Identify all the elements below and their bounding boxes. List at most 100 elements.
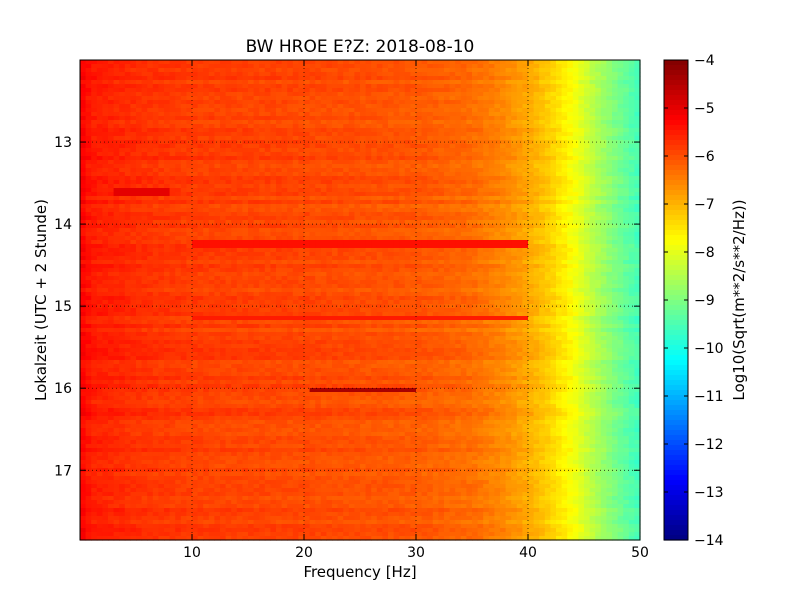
- heatmap-cell: [136, 228, 143, 233]
- heatmap-cell: [578, 148, 585, 153]
- heatmap-cell: [175, 256, 182, 261]
- heatmap-cell: [315, 144, 322, 149]
- heatmap-cell: [214, 128, 221, 133]
- heatmap-cell: [298, 96, 305, 101]
- heatmap-cell: [544, 136, 551, 141]
- heatmap-cell: [136, 200, 143, 205]
- heatmap-cell: [197, 208, 204, 213]
- heatmap-cell: [572, 172, 579, 177]
- heatmap-cell: [444, 100, 451, 105]
- heatmap-cell: [180, 156, 187, 161]
- heatmap-cell: [208, 232, 215, 237]
- heatmap-cell: [348, 160, 355, 165]
- heatmap-cell: [147, 228, 154, 233]
- heatmap-cell: [298, 128, 305, 133]
- heatmap-cell: [242, 184, 249, 189]
- heatmap-cell: [136, 204, 143, 209]
- heatmap-cell: [399, 132, 406, 137]
- heatmap-cell: [399, 176, 406, 181]
- heatmap-cell: [119, 76, 126, 81]
- heatmap-cell: [281, 192, 288, 197]
- heatmap-cell: [612, 112, 619, 117]
- heatmap-cell: [421, 216, 428, 221]
- heatmap-cell: [561, 156, 568, 161]
- heatmap-cell: [141, 100, 148, 105]
- heatmap-cell: [169, 84, 176, 89]
- heatmap-cell: [113, 192, 120, 197]
- heatmap-cell: [130, 96, 137, 101]
- heatmap-cell: [326, 256, 333, 261]
- heatmap-cell: [382, 108, 389, 113]
- heatmap-cell: [494, 220, 501, 225]
- heatmap-cell: [360, 68, 367, 73]
- heatmap-area: [80, 60, 641, 541]
- heatmap-cell: [483, 244, 490, 249]
- heatmap-cell: [270, 208, 277, 213]
- heatmap-cell: [589, 124, 596, 129]
- heatmap-cell: [304, 144, 311, 149]
- heatmap-cell: [600, 144, 607, 149]
- heatmap-cell: [315, 188, 322, 193]
- heatmap-cell: [343, 148, 350, 153]
- heatmap-cell: [348, 192, 355, 197]
- heatmap-cell: [628, 196, 635, 201]
- heatmap-cell: [85, 256, 92, 261]
- heatmap-cell: [483, 164, 490, 169]
- heatmap-cell: [483, 156, 490, 161]
- heatmap-cell: [96, 88, 103, 93]
- heatmap-cell: [617, 72, 624, 77]
- heatmap-cell: [606, 236, 613, 241]
- heatmap-cell: [427, 100, 434, 105]
- heatmap-cell: [130, 224, 137, 229]
- heatmap-cell: [494, 244, 501, 249]
- heatmap-cell: [337, 248, 344, 253]
- heatmap-cell: [522, 152, 529, 157]
- heatmap-cell: [360, 156, 367, 161]
- heatmap-cell: [460, 100, 467, 105]
- heatmap-cell: [522, 156, 529, 161]
- heatmap-cell: [388, 212, 395, 217]
- heatmap-cell: [287, 88, 294, 93]
- heatmap-cell: [270, 120, 277, 125]
- heatmap-cell: [522, 160, 529, 165]
- heatmap-cell: [337, 76, 344, 81]
- heatmap-cell: [113, 72, 120, 77]
- heatmap-cell: [315, 196, 322, 201]
- heatmap-cell: [483, 72, 490, 77]
- heatmap-cell: [572, 124, 579, 129]
- heatmap-cell: [203, 172, 210, 177]
- heatmap-cell: [169, 204, 176, 209]
- heatmap-cell: [152, 160, 159, 165]
- heatmap-cell: [281, 92, 288, 97]
- heatmap-cell: [270, 256, 277, 261]
- heatmap-cell: [169, 196, 176, 201]
- heatmap-cell: [141, 248, 148, 253]
- heatmap-cell: [617, 164, 624, 169]
- heatmap-cell: [253, 196, 260, 201]
- heatmap-cell: [85, 160, 92, 165]
- heatmap-cell: [634, 108, 641, 113]
- heatmap-cell: [276, 72, 283, 77]
- heatmap-cell: [595, 188, 602, 193]
- heatmap-cell: [231, 244, 238, 249]
- heatmap-cell: [533, 244, 540, 249]
- heatmap-cell: [544, 128, 551, 133]
- heatmap-cell: [567, 68, 574, 73]
- chart-title: BW HROE E?Z: 2018-08-10: [246, 37, 475, 57]
- heatmap-cell: [315, 80, 322, 85]
- heatmap-cell: [444, 176, 451, 181]
- heatmap-cell: [556, 116, 563, 121]
- heatmap-cell: [388, 248, 395, 253]
- heatmap-cell: [180, 128, 187, 133]
- heatmap-cell: [606, 192, 613, 197]
- heatmap-cell: [617, 60, 624, 65]
- heatmap-cell: [550, 244, 557, 249]
- heatmap-cell: [584, 196, 591, 201]
- heatmap-cell: [214, 172, 221, 177]
- heatmap-cell: [102, 164, 109, 169]
- heatmap-cell: [192, 192, 199, 197]
- heatmap-cell: [623, 208, 630, 213]
- heatmap-cell: [320, 88, 327, 93]
- heatmap-cell: [169, 108, 176, 113]
- heatmap-cell: [276, 60, 283, 65]
